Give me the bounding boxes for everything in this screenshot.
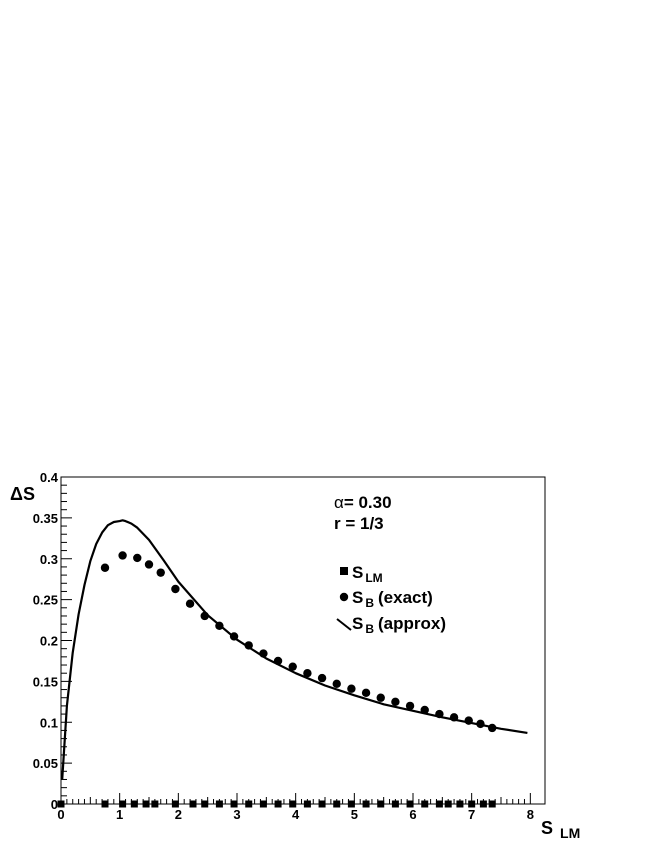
x-axis-title-main: S [541, 818, 553, 838]
legend-label-sb-approx: S B (approx) [352, 614, 446, 636]
data-point-square [456, 800, 464, 808]
data-point-square [303, 800, 311, 808]
data-point-square [391, 800, 399, 808]
y-tick-label: 0.15 [33, 674, 58, 689]
data-point-square [377, 800, 385, 808]
legend-square-marker [340, 567, 348, 575]
legend-item-sb-exact: S B (exact) [339, 588, 433, 610]
data-point-circle [171, 584, 180, 594]
y-tick-label: 0.25 [33, 593, 58, 608]
data-point-square [274, 800, 282, 808]
x-axis-title: S LM [541, 818, 580, 841]
axis-ticks [60, 476, 531, 805]
y-tick-label: 0.05 [33, 756, 58, 771]
x-tick-label: 8 [527, 807, 534, 822]
data-point-circle [185, 599, 195, 608]
legend-label-sb-approx-sub: B [365, 622, 374, 636]
data-point-circle [405, 701, 415, 711]
data-point-square [468, 800, 476, 808]
data-point-square [245, 800, 253, 808]
alpha-symbol: α [334, 493, 344, 512]
data-point-square [421, 800, 429, 808]
data-point-circle [133, 553, 142, 563]
data-point-square [119, 800, 127, 808]
data-point-circle [317, 673, 327, 683]
data-point-square [333, 800, 341, 808]
data-point-square [362, 800, 370, 808]
data-point-square [479, 800, 487, 808]
legend-line-marker [336, 618, 352, 631]
data-point-circle [332, 679, 341, 689]
data-point-circle [376, 693, 385, 702]
legend-circle-marker [339, 592, 349, 602]
x-tick-label: 4 [292, 807, 300, 822]
legend-item-slm: S LM [340, 563, 383, 585]
y-tick-label: 0.1 [40, 715, 58, 730]
y-axis-title: ΔS [10, 484, 35, 504]
data-point-square [318, 800, 326, 808]
data-point-square [57, 800, 65, 808]
data-point-square [215, 800, 223, 808]
legend-label-sb-exact-main: S [352, 588, 363, 607]
x-tick-label: 7 [468, 807, 475, 822]
series-layer [57, 519, 528, 808]
legend-label-slm: S LM [352, 563, 383, 585]
y-tick-label: 0.35 [33, 511, 58, 526]
data-point-square [171, 800, 179, 808]
data-point-square [488, 800, 496, 808]
data-point-square [151, 800, 159, 808]
data-point-circle [347, 684, 356, 693]
data-point-square [435, 800, 443, 808]
series-0 [57, 800, 496, 808]
data-point-square [406, 800, 414, 808]
series-line [61, 519, 528, 780]
series-1 [100, 551, 497, 733]
data-point-circle [100, 563, 110, 572]
data-point-square [101, 800, 109, 808]
data-point-square [289, 800, 297, 808]
data-point-square [259, 800, 267, 808]
data-point-square [130, 800, 138, 808]
data-point-circle [361, 688, 371, 698]
ratio-annotation: r = 1/3 [334, 514, 384, 533]
data-point-square [444, 800, 452, 808]
legend-label-sb-exact: S B (exact) [352, 588, 433, 610]
data-point-circle [288, 662, 297, 671]
data-point-square [230, 800, 238, 808]
data-point-circle [156, 568, 165, 577]
x-tick-label: 3 [233, 807, 240, 822]
data-point-circle [391, 697, 400, 707]
alpha-value: = 0.30 [344, 493, 392, 512]
legend-item-sb-approx: S B (approx) [336, 614, 446, 636]
annotation-block: α= 0.30 r = 1/3 [334, 493, 392, 533]
y-tick-label: 0 [51, 797, 58, 812]
data-point-circle [144, 560, 154, 569]
data-point-square [347, 800, 355, 808]
legend-label-sb-exact-suffix: (exact) [378, 588, 433, 607]
legend-label-slm-main: S [352, 563, 363, 582]
legend: S LM S B (exact) S B (approx) [336, 563, 446, 636]
data-point-circle [118, 551, 127, 560]
x-axis-title-sub: LM [560, 825, 580, 841]
y-tick-label: 0.2 [40, 634, 58, 649]
x-tick-label: 1 [116, 807, 123, 822]
legend-label-sb-exact-sub: B [365, 596, 374, 610]
x-tick-label: 0 [57, 807, 64, 822]
x-tick-label: 6 [409, 807, 416, 822]
x-tick-label: 5 [351, 807, 358, 822]
y-tick-label: 0.4 [40, 470, 59, 485]
data-point-square [201, 800, 209, 808]
legend-label-slm-sub: LM [365, 571, 382, 585]
x-tick-label: 2 [175, 807, 182, 822]
legend-label-sb-approx-main: S [352, 614, 363, 633]
alpha-annotation: α= 0.30 [334, 493, 392, 512]
y-tick-label: 0.3 [40, 552, 58, 567]
data-point-circle [303, 669, 312, 678]
tick-labels: 0 1 2 3 4 5 6 7 8 0 0.05 0.1 0.15 0.2 0.25 0.3 0.35 0.4 [33, 470, 534, 822]
data-point-square [189, 800, 197, 808]
data-point-square [142, 800, 150, 808]
series-2 [61, 519, 528, 780]
legend-label-sb-approx-suffix: (approx) [378, 614, 446, 633]
